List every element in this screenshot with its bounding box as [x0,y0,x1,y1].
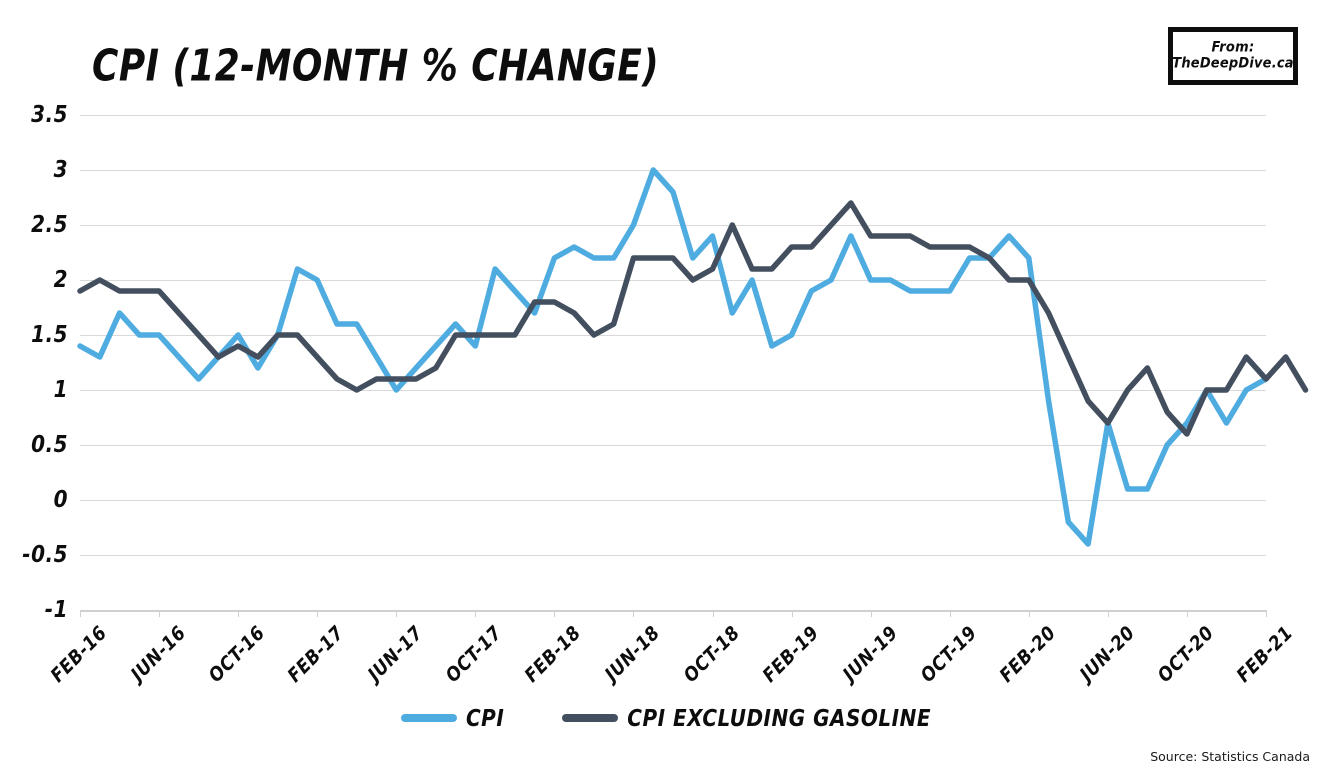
x-axis-tick [238,610,240,617]
gridline [80,335,1266,336]
series-line [77,200,1309,437]
x-axis-tick [396,610,398,617]
gridline [80,225,1266,226]
page-title: CPI (12-month % change) [92,40,660,92]
series-lines [77,167,1309,547]
x-axis-tick [1186,610,1188,617]
x-axis-tick-label: Jun-18 [601,622,666,686]
x-axis-tick-label: Feb-19 [758,622,824,688]
y-axis-tick-label: 3.5 [31,100,68,128]
legend-label: CPI [465,704,505,732]
x-axis-line [80,610,1266,612]
x-axis-tick-label: Oct-18 [679,622,745,688]
legend-item[interactable]: CPI [400,704,505,732]
legend-swatch [562,714,619,722]
y-axis-tick-label: 3 [53,155,68,183]
x-axis-tick-label: Jun-20 [1075,622,1140,686]
x-axis-tick [949,610,951,617]
gridline [80,170,1266,171]
x-axis-tick-label: Feb-20 [995,622,1061,688]
y-axis-tick-label: -0.5 [22,540,68,568]
legend-item[interactable]: CPI excluding gasoline [562,704,931,732]
x-axis-tick [159,610,161,617]
x-axis-tick [475,610,477,617]
y-axis-tick-label: 0 [53,485,68,513]
gridline [80,445,1266,446]
x-axis-tick [1107,610,1109,617]
x-axis-tick-label: Oct-19 [916,622,982,688]
y-axis-tick-label: 1.5 [31,320,68,348]
x-axis-tick-label: Oct-16 [204,622,270,688]
source-note: Source: Statistics Canada [1150,749,1310,764]
gridline [80,390,1266,391]
x-axis-tick-label: Jun-16 [126,622,191,686]
gridline [80,500,1266,501]
y-axis-tick-label: -1 [44,595,68,623]
y-axis-tick-label: 2.5 [31,210,68,238]
x-axis-tick-label: Jun-17 [364,622,429,686]
x-axis-tick [870,610,872,617]
gridline [80,115,1266,116]
gridline [80,555,1266,556]
x-axis-tick-label: Feb-17 [283,622,350,688]
brand-badge: From: TheDeepDive.ca [1168,27,1298,85]
x-axis-tick-label: Feb-18 [520,622,587,688]
y-axis-tick-label: 2 [53,265,68,293]
x-axis-tick [317,610,319,617]
chart-legend: CPI CPI excluding gasoline [0,704,1332,732]
plot-area [77,115,1309,617]
gridline [80,280,1266,281]
x-axis-tick [712,610,714,617]
y-axis-tick-label: 1 [53,375,68,403]
brand-badge-line2: TheDeepDive.ca [1172,55,1294,72]
legend-swatch [400,714,457,722]
x-axis-tick-label: Oct-17 [442,622,508,688]
x-axis-tick-label: Jun-19 [838,622,903,686]
x-axis-tick [1028,610,1030,617]
x-axis-tick [1266,610,1267,617]
x-axis-tick [791,610,793,617]
x-axis-tick [80,610,81,617]
brand-badge-line1: From: [1211,39,1255,57]
legend-label: CPI excluding gasoline [627,704,931,732]
y-axis-tick-label: 0.5 [31,430,68,458]
x-axis-tick [554,610,556,617]
x-axis-tick [633,610,635,617]
